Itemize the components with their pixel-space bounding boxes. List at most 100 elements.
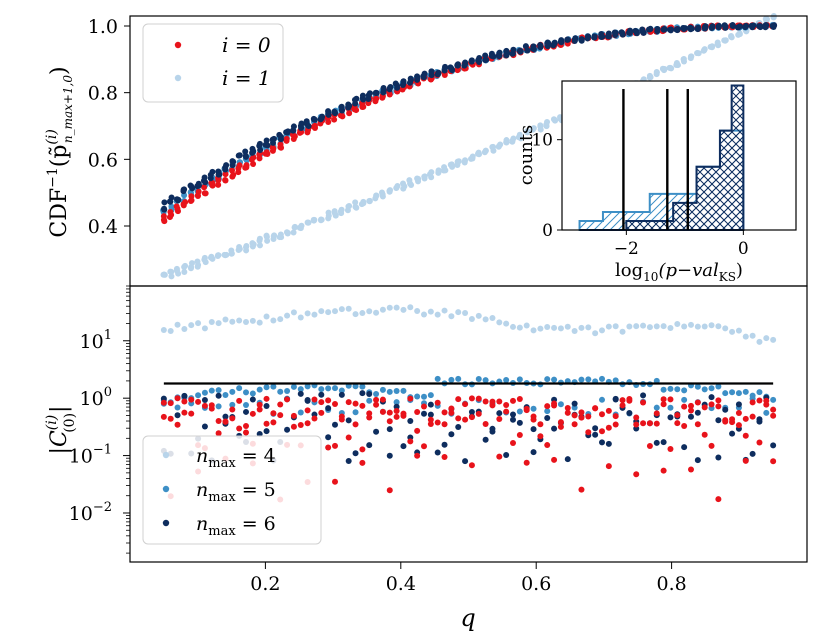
bottom-point <box>660 467 667 474</box>
bottom-point <box>448 409 455 416</box>
bottom-point <box>681 387 688 394</box>
bottom-point <box>290 412 297 419</box>
top-point <box>442 64 449 71</box>
bottom-point <box>201 397 208 404</box>
bottom-point <box>208 402 215 409</box>
inset-xtick-label: 0 <box>738 239 749 259</box>
bottom-point <box>708 385 715 392</box>
bottom-point <box>181 393 188 400</box>
bottom-point <box>694 323 701 330</box>
bottom-point <box>674 320 681 327</box>
bottom-point <box>544 415 551 422</box>
top-point <box>283 229 290 236</box>
inset-frame <box>561 80 797 231</box>
bottom-point <box>427 421 434 428</box>
top-point <box>482 52 489 59</box>
top-point <box>256 242 263 249</box>
bottom-point <box>578 486 585 493</box>
inset-ytick-label: 10 <box>531 131 553 151</box>
bottom-point <box>448 313 455 320</box>
bottom-point <box>393 388 400 395</box>
bottom-point <box>516 432 523 439</box>
bottom-point <box>407 304 414 311</box>
bottom-point <box>318 399 325 406</box>
bottom-point <box>564 404 571 411</box>
bottom-point <box>174 395 181 402</box>
top-point <box>331 116 338 123</box>
bottom-point <box>735 401 742 408</box>
bottom-point <box>236 385 243 392</box>
bottom-point <box>263 428 270 435</box>
bottom-ytick-label: 10−1 <box>69 443 112 468</box>
bottom-point <box>297 409 304 416</box>
bottom-point <box>277 388 284 395</box>
bottom-point <box>236 397 243 404</box>
bottom-point <box>325 397 332 404</box>
bottom-point <box>551 425 558 432</box>
bottom-point <box>633 414 640 421</box>
bottom-point <box>434 449 441 456</box>
top-point <box>167 268 174 275</box>
top-point <box>428 169 435 176</box>
inset-xtick-label: −2 <box>614 239 639 259</box>
bottom-point <box>332 400 339 407</box>
bottom-point <box>427 401 434 408</box>
bottom-point <box>619 402 626 409</box>
bottom-point <box>530 327 537 334</box>
bottom-point <box>564 323 571 330</box>
bottom-point <box>448 405 455 412</box>
bottom-point <box>578 414 585 421</box>
bottom-point <box>516 396 523 403</box>
bottom-point <box>605 407 612 414</box>
top-point <box>201 184 208 191</box>
bottom-point <box>681 444 688 451</box>
bottom-point <box>270 410 277 417</box>
top-point <box>633 29 640 36</box>
legend-marker-nmax6 <box>162 519 170 527</box>
bottom-point <box>181 398 188 405</box>
bottom-point <box>551 376 558 383</box>
top-point <box>174 205 181 212</box>
bottom-point <box>229 406 236 413</box>
top-point <box>317 217 324 224</box>
top-point <box>674 27 681 34</box>
bottom-point <box>215 392 222 399</box>
bottom-point <box>681 422 688 429</box>
bottom-point <box>715 496 722 503</box>
bottom-point <box>325 405 332 412</box>
bottom-point <box>167 400 174 407</box>
bottom-point <box>318 409 325 416</box>
bottom-point <box>345 458 352 465</box>
top-point <box>181 263 188 270</box>
bottom-point <box>462 416 469 423</box>
top-point <box>168 211 175 218</box>
bottom-point <box>160 413 167 420</box>
top-point <box>666 64 673 71</box>
bottom-point <box>687 321 694 328</box>
bottom-point <box>304 383 311 390</box>
top-y-ticks: 0.4 0.6 0.8 1.0 <box>88 16 130 238</box>
bottom-point <box>770 336 777 343</box>
bottom-point <box>482 420 489 427</box>
bottom-point <box>557 401 564 408</box>
bottom-point <box>379 408 386 415</box>
bottom-point <box>332 308 339 315</box>
top-point <box>195 182 202 189</box>
bottom-point <box>243 402 250 409</box>
bottom-point <box>475 410 482 417</box>
bottom-point <box>243 389 250 396</box>
bottom-point <box>359 402 366 409</box>
top-point <box>353 204 360 211</box>
inset-x-label: log10(p−valKS) <box>615 260 743 284</box>
bottom-point <box>297 421 304 428</box>
top-point <box>269 144 276 151</box>
bottom-point <box>626 323 633 330</box>
bottom-point <box>694 421 701 428</box>
bottom-point <box>208 387 215 394</box>
inset-ytick-label: 0 <box>542 221 553 241</box>
bottom-point <box>523 459 530 466</box>
bottom-point <box>270 383 277 390</box>
top-point <box>510 46 517 53</box>
bottom-point <box>742 333 749 340</box>
